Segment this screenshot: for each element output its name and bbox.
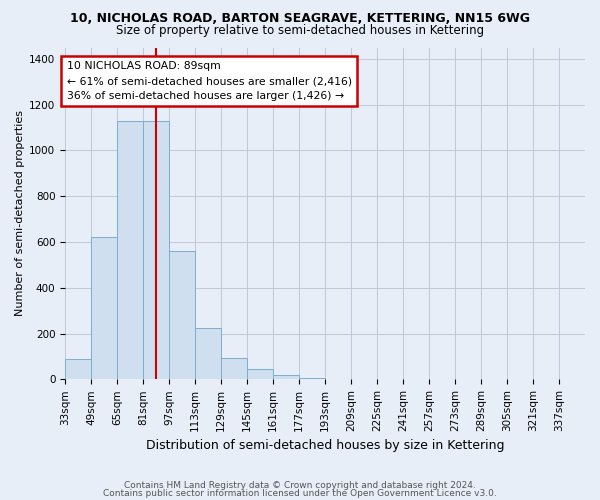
Bar xyxy=(247,369,273,380)
Bar xyxy=(195,328,221,380)
X-axis label: Distribution of semi-detached houses by size in Kettering: Distribution of semi-detached houses by … xyxy=(146,440,505,452)
Bar xyxy=(169,251,195,380)
Text: Contains public sector information licensed under the Open Government Licence v3: Contains public sector information licen… xyxy=(103,489,497,498)
Text: 10, NICHOLAS ROAD, BARTON SEAGRAVE, KETTERING, NN15 6WG: 10, NICHOLAS ROAD, BARTON SEAGRAVE, KETT… xyxy=(70,12,530,26)
Bar xyxy=(273,374,299,380)
Text: Contains HM Land Registry data © Crown copyright and database right 2024.: Contains HM Land Registry data © Crown c… xyxy=(124,481,476,490)
Bar xyxy=(221,358,247,380)
Text: Size of property relative to semi-detached houses in Kettering: Size of property relative to semi-detach… xyxy=(116,24,484,37)
Y-axis label: Number of semi-detached properties: Number of semi-detached properties xyxy=(15,110,25,316)
Bar xyxy=(299,378,325,380)
Bar xyxy=(117,120,143,380)
Bar xyxy=(91,238,117,380)
Text: 10 NICHOLAS ROAD: 89sqm
← 61% of semi-detached houses are smaller (2,416)
36% of: 10 NICHOLAS ROAD: 89sqm ← 61% of semi-de… xyxy=(67,61,352,101)
Bar xyxy=(143,120,169,380)
Bar xyxy=(65,358,91,380)
